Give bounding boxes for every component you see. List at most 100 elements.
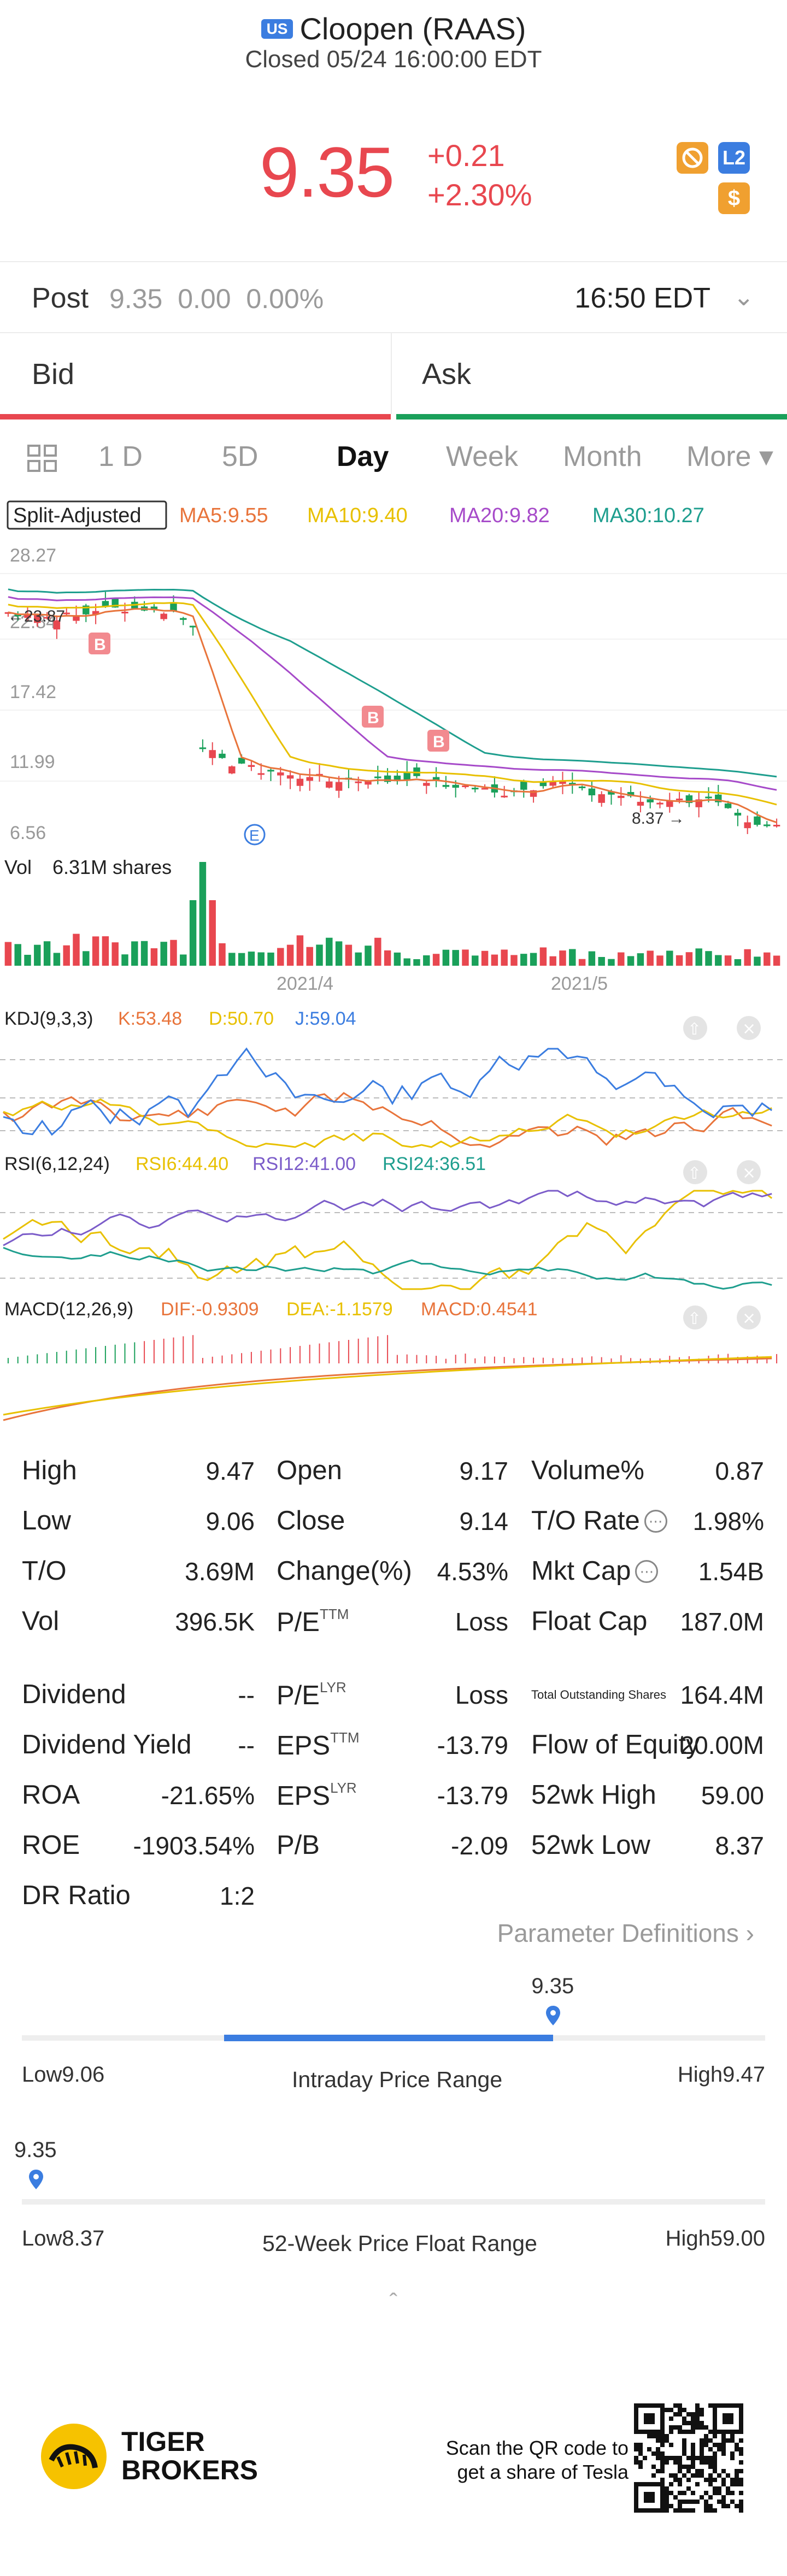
tab-week[interactable]: Week (446, 441, 518, 472)
tab-month[interactable]: Month (563, 441, 642, 472)
no-short-icon[interactable] (677, 142, 708, 174)
qr-module (717, 2443, 721, 2447)
stat-value: -13.79 (437, 1781, 508, 1810)
close-icon[interactable]: × (737, 1305, 761, 1330)
collapse-chevron-icon[interactable]: ˆ (389, 2289, 398, 2315)
qr-module (665, 2495, 669, 2500)
qr-module (704, 2438, 708, 2443)
qr-module (678, 2469, 682, 2473)
level2-icon[interactable]: L2 (718, 142, 750, 174)
volume-bar (238, 953, 245, 966)
qr-module (726, 2491, 730, 2495)
qr-module (735, 2469, 739, 2473)
qr-module (708, 2508, 713, 2513)
qr-module (721, 2478, 726, 2482)
indicator-line (3, 1246, 772, 1290)
52wk-low: Low8.37 (22, 2226, 105, 2250)
ask-bar (396, 414, 787, 420)
qr-module (686, 2478, 691, 2482)
macd-dif-label: DIF:-0.9309 (161, 1299, 259, 1320)
qr-module (739, 2438, 743, 2443)
stat-label[interactable]: Mkt Cap ⋯ (531, 1556, 659, 1586)
candle-body (43, 617, 51, 619)
qr-module (660, 2478, 665, 2482)
qr-module (686, 2430, 691, 2434)
buy-marker[interactable]: B (362, 706, 384, 728)
split-adjusted-label: Split-Adjusted (13, 504, 141, 527)
volume-bar (432, 954, 440, 966)
volume-bar (209, 900, 216, 966)
tab-5d[interactable]: 5D (222, 441, 259, 472)
volume-bar (53, 953, 61, 966)
tab-more[interactable]: More ▾ (686, 441, 774, 472)
qr-module (691, 2451, 695, 2456)
more-info-icon[interactable]: ⋯ (635, 1560, 659, 1583)
post-market-row[interactable]: Post 9.35 0.00 0.00% 16:50 EDT ⌄ (0, 262, 787, 333)
candle-body (180, 618, 187, 620)
kline-chart[interactable]: Split-Adjusted MA5:9.55 MA10:9.40 MA20:9… (0, 492, 787, 1431)
qr-module (704, 2478, 708, 2482)
qr-module (651, 2473, 656, 2478)
buy-marker[interactable]: B (427, 730, 449, 752)
volume-bar (393, 952, 401, 966)
qr-module (665, 2408, 669, 2412)
pin-icon[interactable]: ⇧ (683, 1160, 707, 1184)
qr-module (700, 2425, 704, 2430)
qr-module (713, 2491, 717, 2495)
volume-bar (219, 943, 226, 966)
split-adjusted-toggle[interactable] (7, 500, 167, 530)
candle-body (326, 781, 333, 788)
dollar-icon[interactable]: $ (718, 182, 750, 214)
qr-code[interactable] (634, 2403, 743, 2513)
qr-module (735, 2482, 739, 2486)
qr-module (691, 2491, 695, 2495)
chevron-down-icon[interactable]: ⌄ (733, 282, 754, 311)
kline-chart-area[interactable]: Split-Adjusted MA5:9.55 MA10:9.40 MA20:9… (0, 492, 787, 1431)
qr-module (739, 2478, 743, 2482)
stat-label: Dividend Yield (22, 1730, 192, 1759)
stat-label: ROE (22, 1830, 80, 1860)
qr-module (686, 2469, 691, 2473)
tab-1d[interactable]: 1 D (98, 441, 143, 472)
volume-bar (520, 954, 527, 966)
pin-icon[interactable]: ⇧ (683, 1305, 707, 1330)
qr-module (638, 2443, 643, 2447)
candle-body (102, 601, 109, 606)
candle-body (121, 611, 128, 613)
qr-module (678, 2491, 682, 2495)
stat-value: -- (238, 1731, 255, 1759)
candle-body (442, 785, 450, 787)
qr-module (708, 2460, 713, 2465)
qr-module (691, 2500, 695, 2504)
earnings-marker[interactable]: E (244, 824, 266, 846)
candle-body (365, 780, 372, 785)
last-price: 9.35 (260, 132, 395, 212)
quote-header: US Cloopen (RAAS) Closed 05/24 16:00:00 E… (0, 0, 787, 82)
stat-value: Loss (455, 1608, 508, 1636)
qr-module (678, 2508, 682, 2513)
volume-bar (43, 941, 51, 966)
qr-module (717, 2447, 721, 2451)
candle-body (452, 784, 459, 788)
volume-bar (637, 953, 644, 966)
tab-day[interactable]: Day (337, 441, 389, 472)
close-icon[interactable]: × (737, 1016, 761, 1040)
volume-bar (578, 959, 586, 966)
stat-label[interactable]: T/O Rate ⋯ (531, 1505, 667, 1536)
candle-body (189, 625, 197, 628)
qr-module (695, 2412, 700, 2417)
qr-module (713, 2469, 717, 2473)
stat-label: Total Outstanding Shares (531, 1688, 667, 1701)
qr-module (730, 2434, 735, 2438)
close-icon[interactable]: × (737, 1160, 761, 1184)
candle-body (676, 799, 683, 801)
parameter-definitions-link[interactable]: Parameter Definitions › (497, 1919, 754, 1947)
buy-marker[interactable]: B (89, 633, 110, 654)
more-info-icon[interactable]: ⋯ (644, 1510, 667, 1533)
qr-finder (713, 2403, 743, 2434)
market-status: Closed 05/24 16:00:00 EDT (245, 46, 542, 73)
bid-ask-panel: Bid Ask (0, 333, 787, 420)
layout-grid-icon[interactable] (25, 441, 60, 476)
pin-icon[interactable]: ⇧ (683, 1016, 707, 1040)
candle-body (219, 753, 226, 758)
